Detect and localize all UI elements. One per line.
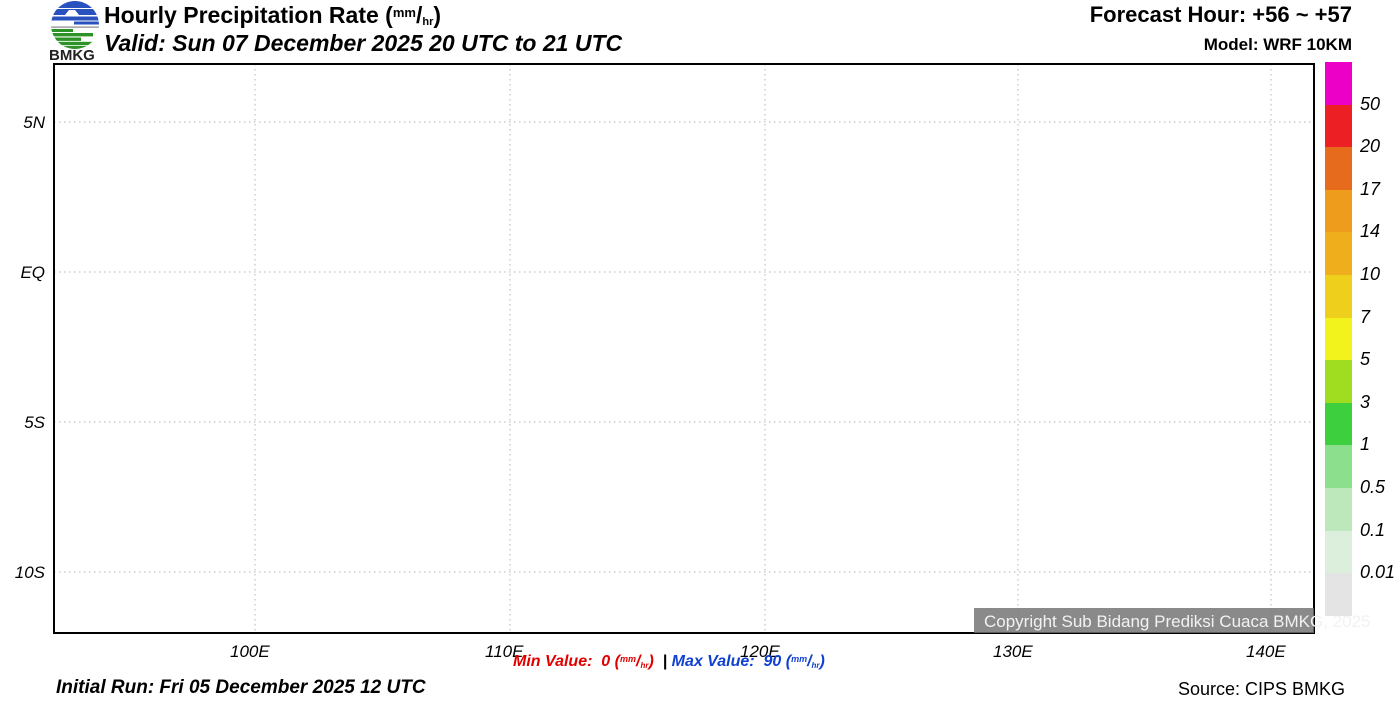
svg-text:BMKG: BMKG: [49, 47, 95, 62]
svg-text:Copyright Sub Bidang Prediksi: Copyright Sub Bidang Prediksi Cuaca BMKG…: [984, 612, 1370, 631]
